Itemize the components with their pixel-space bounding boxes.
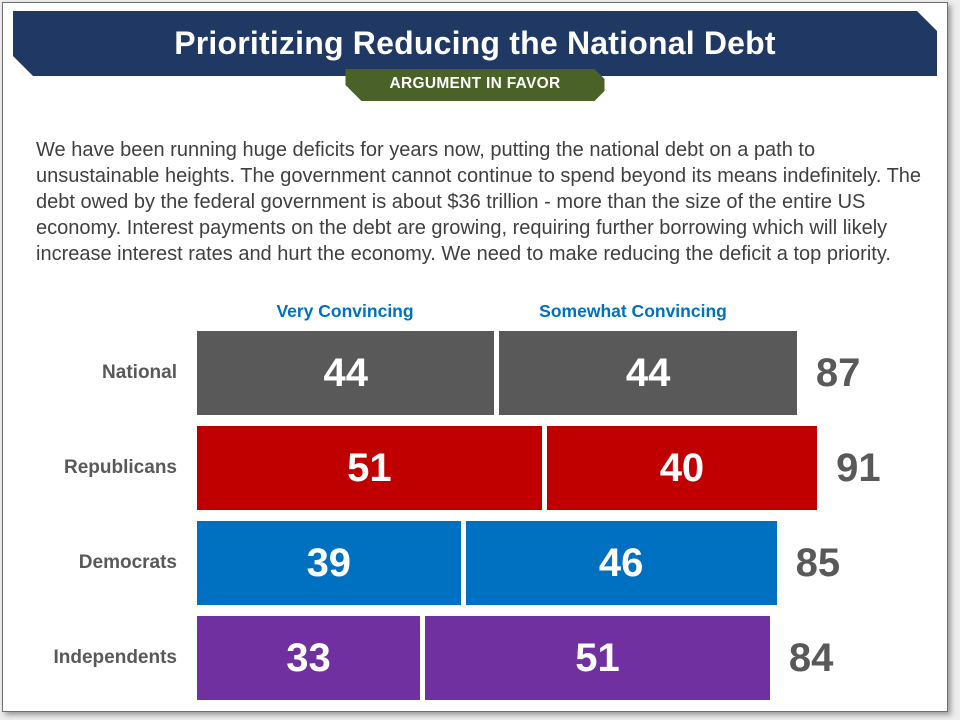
row-bars: 51 40 91 — [197, 426, 881, 510]
chart-row-republicans: Republicans 51 40 91 — [3, 426, 947, 510]
somewhat-convincing-segment: 44 — [499, 331, 797, 415]
slide-card: Prioritizing Reducing the National Debt … — [2, 2, 948, 712]
poll-chart: Very Convincing Somewhat Convincing Nati… — [3, 299, 947, 707]
chart-row-independents: Independents 33 51 84 — [3, 616, 947, 700]
row-total: 87 — [815, 350, 861, 395]
row-label: Independents — [53, 647, 177, 668]
row-bars: 44 44 87 — [197, 331, 860, 415]
very-convincing-segment: 51 — [197, 426, 542, 510]
row-label: Republicans — [64, 457, 177, 478]
page-title: Prioritizing Reducing the National Debt — [174, 25, 776, 61]
somewhat-convincing-segment: 51 — [425, 616, 770, 700]
column-header-somewhat-convincing: Somewhat Convincing — [539, 301, 727, 321]
very-convincing-segment: 44 — [197, 331, 495, 415]
row-label: National — [102, 362, 177, 383]
column-header-very-convincing: Very Convincing — [276, 301, 414, 321]
argument-paragraph: We have been running huge deficits for y… — [36, 139, 922, 265]
row-bars: 39 46 85 — [197, 521, 840, 605]
row-label: Democrats — [78, 552, 177, 573]
argument-badge: ARGUMENT IN FAVOR — [345, 69, 604, 101]
chart-row-democrats: Democrats 39 46 85 — [3, 521, 947, 605]
row-total: 85 — [795, 540, 841, 585]
row-total: 84 — [788, 635, 834, 680]
very-convincing-segment: 33 — [197, 616, 421, 700]
title-banner: Prioritizing Reducing the National Debt — [13, 11, 937, 76]
chart-row-national: National 44 44 87 — [3, 331, 947, 415]
chart-rows: National 44 44 87 Republicans 51 40 91 Democrats… — [3, 331, 947, 711]
very-convincing-segment: 39 — [197, 521, 461, 605]
row-total: 91 — [836, 445, 881, 490]
somewhat-convincing-segment: 46 — [465, 521, 777, 605]
row-bars: 33 51 84 — [197, 616, 833, 700]
somewhat-convincing-segment: 40 — [546, 426, 818, 510]
